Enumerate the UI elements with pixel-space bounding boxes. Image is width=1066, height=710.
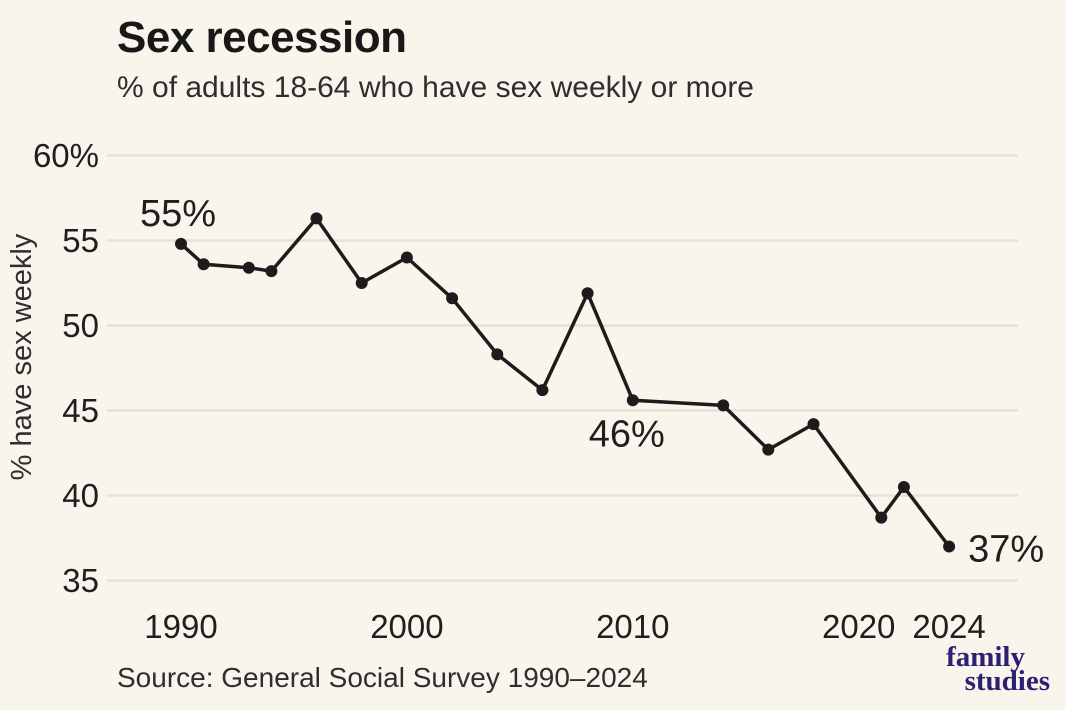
x-tick-label: 2024 xyxy=(912,608,985,645)
y-tick-label: 55 xyxy=(62,222,99,259)
data-point xyxy=(175,237,187,250)
family-studies-logo: family studies xyxy=(946,641,1050,697)
x-tick-label: 1990 xyxy=(144,608,217,645)
chart-subtitle: % of adults 18-64 who have sex weekly or… xyxy=(117,71,754,105)
y-tick-label: 45 xyxy=(62,392,99,429)
annotation-label: 37% xyxy=(968,529,1044,571)
data-point xyxy=(807,418,820,431)
y-tick-label: 40 xyxy=(62,477,99,514)
data-point xyxy=(762,443,775,456)
data-point xyxy=(536,384,549,397)
x-tick-label: 2010 xyxy=(596,608,669,645)
data-point xyxy=(943,540,956,553)
chart-title: Sex recession xyxy=(117,13,407,62)
chart-header: Sex recession % of adults 18-64 who have… xyxy=(117,13,754,106)
data-point xyxy=(875,511,888,524)
logo-line-1: family xyxy=(946,641,1025,673)
data-point xyxy=(310,212,323,225)
data-point xyxy=(265,265,278,278)
annotation-label: 46% xyxy=(589,413,665,455)
data-point xyxy=(242,261,255,274)
data-point xyxy=(446,292,459,305)
x-tick-label: 2000 xyxy=(370,608,443,645)
data-point xyxy=(400,251,413,264)
y-tick-label: 35 xyxy=(62,562,99,599)
y-tick-label: 50 xyxy=(62,307,99,344)
data-point xyxy=(491,348,504,361)
data-point xyxy=(197,258,210,271)
y-axis-title: % have sex weekly xyxy=(6,233,38,480)
data-point xyxy=(897,481,910,493)
data-point xyxy=(581,287,594,300)
logo-line-2: studies xyxy=(964,665,1050,697)
x-tick-label: 2020 xyxy=(822,608,895,645)
data-point xyxy=(355,277,368,289)
data-point xyxy=(626,394,639,407)
data-point xyxy=(717,399,730,412)
data-line xyxy=(179,216,951,549)
annotation-label: 55% xyxy=(140,193,216,235)
y-tick-label: 60% xyxy=(33,137,99,174)
source-note: Source: General Social Survey 1990–2024 xyxy=(117,662,648,693)
